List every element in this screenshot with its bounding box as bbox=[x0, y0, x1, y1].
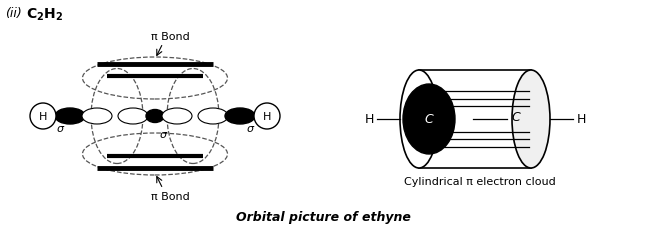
Text: π Bond: π Bond bbox=[151, 191, 190, 201]
Ellipse shape bbox=[512, 71, 550, 168]
Text: (ii): (ii) bbox=[5, 7, 22, 20]
Text: $\mathbf{C_2H_2}$: $\mathbf{C_2H_2}$ bbox=[26, 7, 63, 23]
Ellipse shape bbox=[198, 109, 228, 125]
Bar bbox=[419, 71, 531, 168]
Text: σ: σ bbox=[247, 123, 254, 134]
Text: H: H bbox=[39, 112, 47, 122]
Ellipse shape bbox=[82, 109, 112, 125]
Ellipse shape bbox=[403, 85, 455, 154]
Ellipse shape bbox=[225, 109, 255, 125]
Ellipse shape bbox=[55, 109, 85, 125]
Ellipse shape bbox=[30, 103, 56, 129]
Text: H: H bbox=[576, 113, 586, 126]
Ellipse shape bbox=[254, 103, 280, 129]
Text: σ: σ bbox=[160, 129, 166, 139]
Text: Cylindrical π electron cloud: Cylindrical π electron cloud bbox=[404, 176, 556, 186]
Text: H: H bbox=[364, 113, 374, 126]
Text: σ: σ bbox=[56, 123, 63, 134]
Text: C: C bbox=[512, 111, 520, 124]
Ellipse shape bbox=[118, 109, 148, 125]
Text: C: C bbox=[424, 113, 433, 126]
Ellipse shape bbox=[146, 110, 164, 123]
Text: H: H bbox=[263, 112, 271, 122]
Ellipse shape bbox=[162, 109, 192, 125]
Ellipse shape bbox=[400, 71, 438, 168]
Text: Orbital picture of ethyne: Orbital picture of ethyne bbox=[236, 210, 410, 223]
Text: π Bond: π Bond bbox=[151, 32, 190, 42]
